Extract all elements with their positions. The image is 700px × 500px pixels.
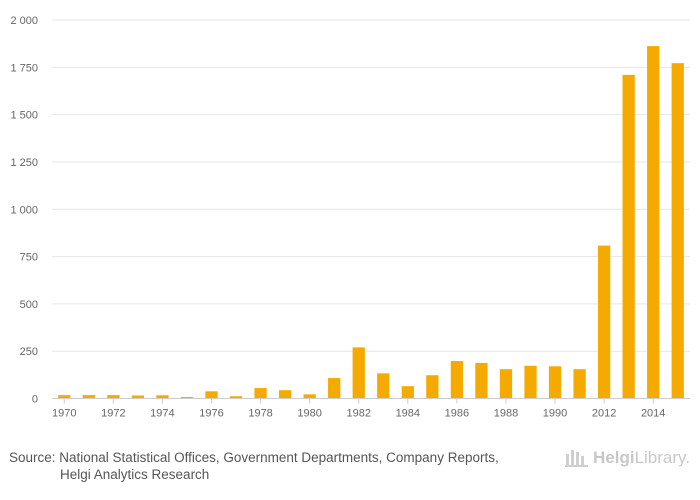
bar-1990 <box>548 366 562 399</box>
x-tick-label: 1970 <box>52 408 76 420</box>
bar-1985 <box>426 375 439 399</box>
brand-bold: Helgi <box>593 448 635 467</box>
bar-1974 <box>156 395 169 399</box>
x-tick-label: 1984 <box>396 408 420 420</box>
x-tick-label: 1972 <box>101 408 125 420</box>
x-tick-label: 1990 <box>543 408 567 420</box>
bar-1984 <box>401 386 414 399</box>
bar-1971 <box>82 395 95 399</box>
source-line-1: Source: National Statistical Offices, Go… <box>9 450 499 465</box>
bar-chart: 0 250 500 750 1 000 1 250 1 500 1 750 2 000 1970… <box>10 15 690 420</box>
x-tick-label: 1980 <box>297 408 321 420</box>
bar-1991 <box>573 369 586 399</box>
bar-1982 <box>352 347 365 399</box>
y-tick-label: 1 250 <box>10 157 38 169</box>
y-tick-label: 0 <box>32 394 38 406</box>
brand-text: HelgiLibrary. <box>593 448 690 468</box>
bar-1989 <box>524 365 537 399</box>
bar-1973 <box>131 395 145 399</box>
x-tick-label: 2012 <box>592 408 616 420</box>
library-icon <box>565 450 588 467</box>
y-tick-label: 750 <box>20 252 38 264</box>
y-tick-label: 1 000 <box>10 204 38 216</box>
x-tick-label: 1986 <box>445 408 469 420</box>
bars <box>58 46 684 399</box>
bar-1978 <box>254 388 267 399</box>
x-tick-label: 1974 <box>150 408 174 420</box>
bar-2012 <box>597 245 611 399</box>
bar-1983 <box>377 373 390 399</box>
bar-1976 <box>205 391 218 399</box>
brand-logo: HelgiLibrary. <box>565 448 690 468</box>
x-tick-label: 1982 <box>346 408 370 420</box>
y-tick-label: 500 <box>20 299 38 311</box>
y-tick-label: 1 750 <box>10 62 38 74</box>
y-tick-label: 1 500 <box>10 110 38 122</box>
source-note: Source: National Statistical Offices, Go… <box>9 449 549 483</box>
brand-rest: Library. <box>634 448 690 467</box>
bar-1972 <box>107 395 120 399</box>
bar-1970 <box>58 395 71 399</box>
x-tick-label: 1988 <box>494 408 518 420</box>
bar-2014 <box>647 46 660 399</box>
bar-1981 <box>328 378 341 399</box>
source-line-2: Helgi Analytics Research <box>60 467 210 482</box>
x-axis-ticks: 1970 1972 1974 1976 1978 1980 1982 1984 1986 1988… <box>52 398 665 420</box>
y-tick-label: 2 000 <box>10 15 38 27</box>
y-tick-label: 250 <box>20 346 38 358</box>
bar-1986 <box>450 361 464 399</box>
x-tick-label: 1978 <box>248 408 272 420</box>
x-tick-label: 2014 <box>641 408 665 420</box>
bar-1977 <box>229 396 243 399</box>
bar-1979 <box>278 390 292 399</box>
bar-2013 <box>622 74 635 399</box>
bar-1987 <box>475 362 488 399</box>
grid-lines <box>52 19 690 352</box>
y-axis-ticks: 0 250 500 750 1 000 1 250 1 500 1 750 2 000 <box>10 15 38 406</box>
bar-1980 <box>303 394 316 399</box>
x-tick-label: 1976 <box>199 408 223 420</box>
bar-2015 <box>671 63 684 399</box>
bar-1975 <box>180 396 194 399</box>
bar-1988 <box>499 369 513 399</box>
